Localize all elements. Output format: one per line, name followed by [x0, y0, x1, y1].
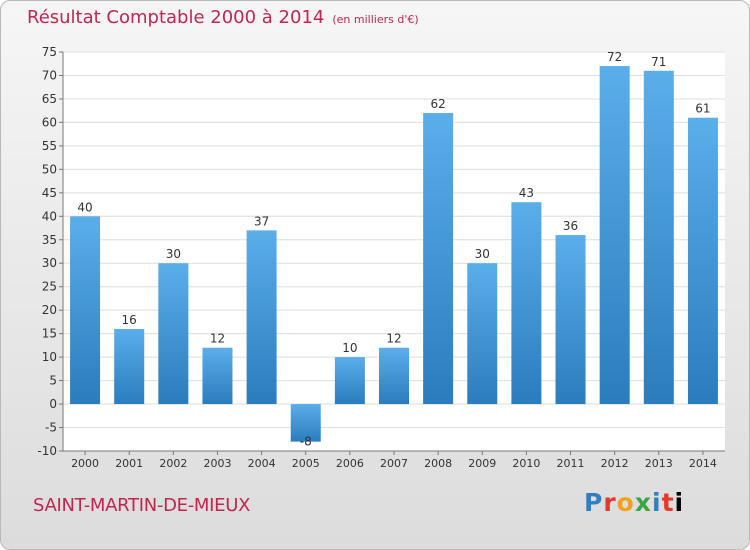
y-tick-label: 25	[42, 280, 57, 294]
x-tick-label: 2012	[601, 457, 629, 470]
bar-value-label: 40	[77, 200, 92, 214]
bar	[687, 117, 718, 405]
y-tick-label: 30	[42, 256, 57, 270]
x-tick-label: 2011	[557, 457, 585, 470]
x-tick-label: 2013	[645, 457, 673, 470]
y-tick-label: 40	[42, 209, 57, 223]
bar	[114, 328, 145, 405]
bar	[467, 263, 498, 405]
bar-value-label: 16	[122, 313, 137, 327]
x-tick-label: 2002	[159, 457, 187, 470]
proxiti-logo: Proxiti	[584, 488, 684, 517]
bar	[70, 216, 101, 405]
x-tick-label: 2003	[203, 457, 231, 470]
logo-letter: r	[603, 488, 617, 517]
bar-value-label: 43	[519, 186, 534, 200]
chart-unit: (en milliers d'€)	[332, 13, 419, 26]
bar-value-label: 37	[254, 214, 269, 228]
bar	[379, 347, 409, 405]
x-tick-label: 2007	[380, 457, 408, 470]
bar-value-label: 36	[563, 219, 578, 233]
logo-letter: P	[584, 488, 604, 517]
bar	[555, 235, 586, 405]
bar	[246, 230, 277, 405]
bar-value-label: 12	[210, 332, 225, 346]
y-tick-label: 35	[42, 233, 57, 247]
x-tick-label: 2000	[71, 457, 99, 470]
chart-title: Résultat Comptable 2000 à 2014 (en millie…	[27, 7, 419, 28]
y-tick-label: 20	[42, 303, 57, 317]
x-tick-label: 2006	[336, 457, 364, 470]
bar-value-label: -8	[300, 435, 312, 449]
y-tick-label: 10	[42, 350, 57, 364]
y-tick-label: 0	[49, 397, 57, 411]
x-tick-label: 2005	[292, 457, 320, 470]
bar	[599, 66, 630, 405]
bar-value-label: 10	[342, 341, 357, 355]
bar-value-label: 12	[386, 332, 401, 346]
bar	[290, 404, 321, 442]
logo-letter: x	[634, 488, 652, 517]
bar	[423, 113, 454, 405]
bar-value-label: 30	[166, 247, 181, 261]
bar-value-label: 72	[607, 50, 622, 64]
y-tick-label: 5	[49, 374, 57, 388]
y-tick-label: 15	[42, 327, 57, 341]
y-tick-label: -5	[45, 421, 57, 435]
y-tick-label: 55	[42, 139, 57, 153]
y-tick-label: 60	[42, 115, 57, 129]
x-tick-label: 2004	[248, 457, 276, 470]
bar-value-label: 62	[430, 97, 445, 111]
y-tick-label: 75	[42, 45, 57, 59]
bar-value-label: 71	[651, 55, 666, 69]
y-tick-label: 45	[42, 186, 57, 200]
x-tick-label: 2001	[115, 457, 143, 470]
bar-value-label: 61	[695, 102, 710, 116]
logo-letter: t	[661, 488, 675, 517]
bar-value-label: 30	[475, 247, 490, 261]
logo-letter: o	[616, 488, 635, 517]
bar	[202, 347, 233, 405]
x-tick-label: 2009	[468, 457, 496, 470]
logo-letter: i	[652, 488, 662, 517]
y-tick-label: -10	[37, 444, 57, 458]
x-tick-label: 2008	[424, 457, 452, 470]
y-tick-label: 70	[42, 68, 57, 82]
commune-name: SAINT-MARTIN-DE-MIEUX	[33, 495, 251, 516]
bar	[511, 202, 542, 405]
bar	[158, 263, 189, 405]
bar	[334, 357, 365, 405]
chart-title-text: Résultat Comptable 2000 à 2014	[27, 7, 325, 28]
logo-letter: i	[674, 488, 685, 517]
bar	[643, 70, 674, 405]
y-tick-label: 65	[42, 92, 57, 106]
y-tick-label: 50	[42, 162, 57, 176]
x-tick-label: 2014	[689, 457, 717, 470]
x-tick-label: 2010	[512, 457, 540, 470]
